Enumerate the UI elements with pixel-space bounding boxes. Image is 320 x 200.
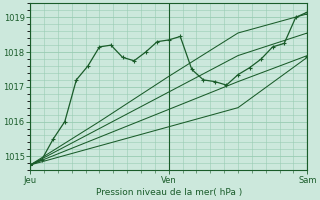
X-axis label: Pression niveau de la mer( hPa ): Pression niveau de la mer( hPa ) (96, 188, 242, 197)
